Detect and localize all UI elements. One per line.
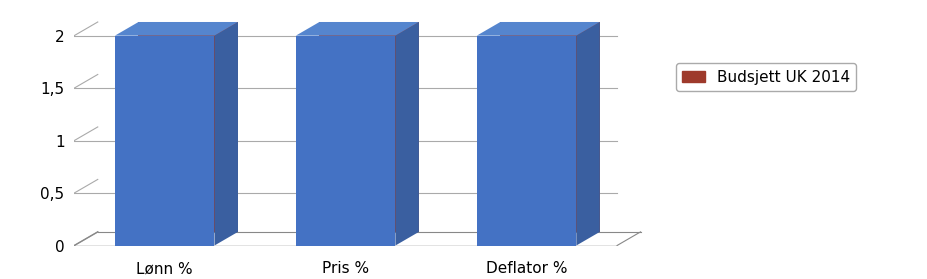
Polygon shape — [500, 22, 599, 232]
Polygon shape — [214, 22, 237, 246]
Polygon shape — [476, 22, 599, 36]
Polygon shape — [115, 22, 237, 36]
Polygon shape — [395, 22, 418, 246]
Polygon shape — [296, 22, 418, 36]
Polygon shape — [476, 36, 576, 246]
Polygon shape — [296, 36, 395, 246]
Polygon shape — [576, 22, 599, 246]
Polygon shape — [115, 36, 214, 246]
Legend: Budsjett UK 2014: Budsjett UK 2014 — [675, 63, 856, 91]
Polygon shape — [138, 22, 237, 232]
Polygon shape — [319, 22, 418, 232]
